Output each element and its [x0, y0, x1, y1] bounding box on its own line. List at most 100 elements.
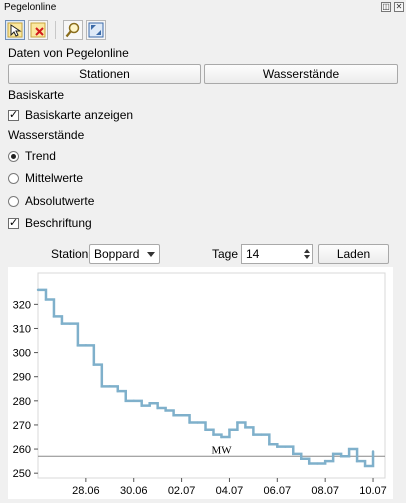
toolbar [5, 20, 106, 40]
basiskarte-anzeigen-checkbox[interactable]: ✓ Basiskarte anzeigen [8, 107, 133, 123]
series-point [204, 428, 207, 431]
x-tick-label: 02.07 [168, 485, 196, 497]
series-point [164, 409, 167, 412]
series-point [355, 459, 359, 463]
series-point [180, 414, 183, 417]
series-point [92, 363, 96, 366]
radio-absolutwerte[interactable]: Absolutwerte [8, 193, 94, 209]
series-point [140, 404, 143, 407]
beschriftung-checkbox[interactable]: ✓ Beschriftung [8, 215, 92, 231]
station-label: Station [51, 247, 89, 261]
series-point [308, 462, 311, 465]
zoom-icon [65, 22, 80, 38]
series-point [292, 452, 295, 456]
series-point [268, 443, 271, 446]
y-tick-label: 250 [13, 468, 31, 480]
series-line [38, 288, 375, 468]
series-point [284, 445, 287, 448]
series-point [315, 462, 319, 465]
series-point [100, 385, 104, 388]
series-point [228, 428, 231, 431]
wasserstaende-heading: Wasserstände [8, 128, 85, 142]
stationen-button[interactable]: Stationen [8, 64, 201, 84]
y-tick-label: 270 [13, 420, 31, 432]
series-point [220, 435, 223, 439]
series-point [276, 445, 279, 448]
series-point [244, 426, 247, 429]
series-point [323, 459, 327, 463]
series-point [371, 450, 375, 453]
series-point [132, 399, 135, 403]
radio-indicator[interactable] [8, 150, 19, 162]
series-point [339, 455, 343, 458]
tage-value: 14 [246, 247, 260, 261]
series-point [52, 315, 56, 318]
station-combobox[interactable]: Boppard [89, 244, 160, 264]
series-point [260, 433, 263, 436]
series-point [347, 447, 351, 451]
tage-label: Tage [212, 247, 239, 261]
series-point [60, 322, 64, 325]
float-button[interactable]: ◫ [381, 2, 391, 12]
mw-label: MW [211, 444, 232, 456]
radio-trend[interactable]: Trend [8, 148, 56, 164]
y-tick-label: 280 [13, 396, 31, 408]
x-tick-label: 06.07 [264, 485, 292, 497]
series-point [236, 421, 239, 424]
series-point [116, 389, 119, 393]
x-tick-label: 04.07 [216, 485, 244, 497]
checkbox-box[interactable]: ✓ [8, 216, 19, 229]
series-point [300, 457, 303, 460]
x-tick-label: 08.07 [311, 485, 339, 497]
radio-mittelwerte[interactable]: Mittelwerte [8, 170, 83, 186]
wasserstaende-button[interactable]: Wasserstände [204, 64, 398, 84]
spin-up-icon[interactable] [304, 249, 310, 253]
series-point [124, 399, 127, 403]
tage-spinbox[interactable]: 14 [241, 244, 313, 264]
radio-indicator[interactable] [8, 195, 19, 207]
plot-area [37, 272, 386, 479]
radio-label: Trend [25, 149, 56, 163]
zoom-full-tool-button[interactable] [86, 20, 106, 40]
delete-icon [30, 22, 46, 38]
checkbox-label: Beschriftung [25, 216, 92, 230]
checkbox-box[interactable]: ✓ [8, 108, 19, 121]
chart-canvas: 250 260 270 280 290 300 310 320 28.06 30.06 02.07 0… [13, 272, 387, 497]
series-point [156, 406, 159, 410]
series-point [68, 322, 72, 325]
series-point [172, 414, 175, 417]
laden-button[interactable]: Laden [318, 244, 389, 264]
x-tick-label: 28.06 [72, 485, 100, 497]
series-point [36, 288, 40, 292]
x-tick-label: 30.06 [120, 485, 148, 497]
y-tick-label: 310 [13, 323, 31, 335]
chevron-down-icon [147, 252, 155, 257]
y-tick-label: 300 [13, 348, 31, 360]
identify-tool-button[interactable] [5, 20, 25, 40]
y-tick-label: 290 [13, 372, 31, 384]
series-point [84, 344, 88, 347]
radio-label: Absolutwerte [25, 194, 95, 208]
y-tick-label: 320 [13, 299, 31, 311]
dock-title: Pegelonline [4, 2, 57, 13]
radio-indicator[interactable] [8, 172, 19, 184]
series-point [331, 452, 335, 456]
toolbar-separator [55, 21, 56, 39]
series-point [44, 298, 48, 301]
water-level-chart: 250 260 270 280 290 300 310 320 28.06 30.06 02.07 0… [8, 267, 393, 499]
series-point [108, 385, 111, 388]
delete-tool-button[interactable] [28, 20, 48, 40]
station-value: Boppard [94, 247, 140, 261]
series-point [363, 464, 367, 468]
zoom-tool-button[interactable] [63, 20, 83, 40]
series-point [212, 433, 215, 436]
series-point [252, 433, 255, 436]
radio-label: Mittelwerte [25, 171, 84, 185]
identify-cursor-icon [7, 22, 23, 38]
close-button[interactable]: ✕ [394, 2, 404, 12]
series-point [148, 402, 151, 405]
series-point [196, 421, 199, 424]
zoom-full-icon [88, 22, 104, 38]
daten-heading: Daten von Pegelonline [8, 46, 129, 60]
spin-down-icon[interactable] [304, 255, 310, 259]
